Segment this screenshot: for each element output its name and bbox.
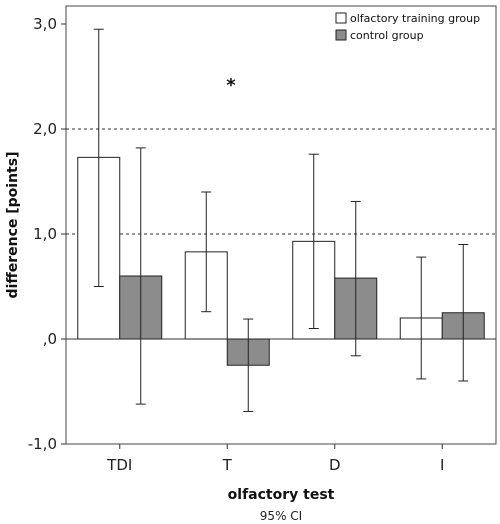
error-bar-control-D	[350, 200, 361, 357]
y-axis-ticks: -1,0 ,0 1,0 2,0 3,0	[28, 15, 66, 453]
x-axis-ticks: TDI T D I	[106, 444, 444, 474]
y-tick-label: ,0	[43, 330, 57, 348]
y-tick-label: -1,0	[28, 435, 57, 453]
y-axis-label: difference [points]	[5, 152, 21, 299]
legend-label-training: olfactory training group	[350, 12, 480, 25]
y-tick-label: 3,0	[33, 15, 57, 33]
significance-annotation: *	[226, 75, 236, 96]
y-tick-label: 1,0	[33, 225, 57, 243]
legend: olfactory training group control group	[335, 12, 480, 42]
error-bar-control-I	[458, 244, 469, 382]
error-bar-training-T	[201, 191, 212, 313]
x-tick-label: TDI	[106, 456, 132, 474]
x-tick-label: T	[222, 456, 233, 474]
error-bars	[93, 28, 469, 412]
error-bar-training-D	[308, 153, 319, 329]
legend-label-control: control group	[350, 29, 424, 42]
y-tick-label: 2,0	[33, 120, 57, 138]
legend-swatch-control	[335, 29, 347, 41]
error-bar-training-I	[416, 256, 427, 380]
x-tick-label: D	[329, 456, 341, 474]
legend-swatch-training	[335, 12, 347, 24]
x-tick-label: I	[440, 456, 444, 474]
error-bar-training-TDI	[93, 28, 104, 287]
x-axis-label: olfactory test	[228, 487, 335, 503]
error-bar-control-TDI	[135, 147, 146, 405]
plot-frame	[65, 5, 497, 445]
error-bar-control-T	[243, 318, 254, 412]
chart-subtitle: 95% CI	[260, 509, 302, 523]
